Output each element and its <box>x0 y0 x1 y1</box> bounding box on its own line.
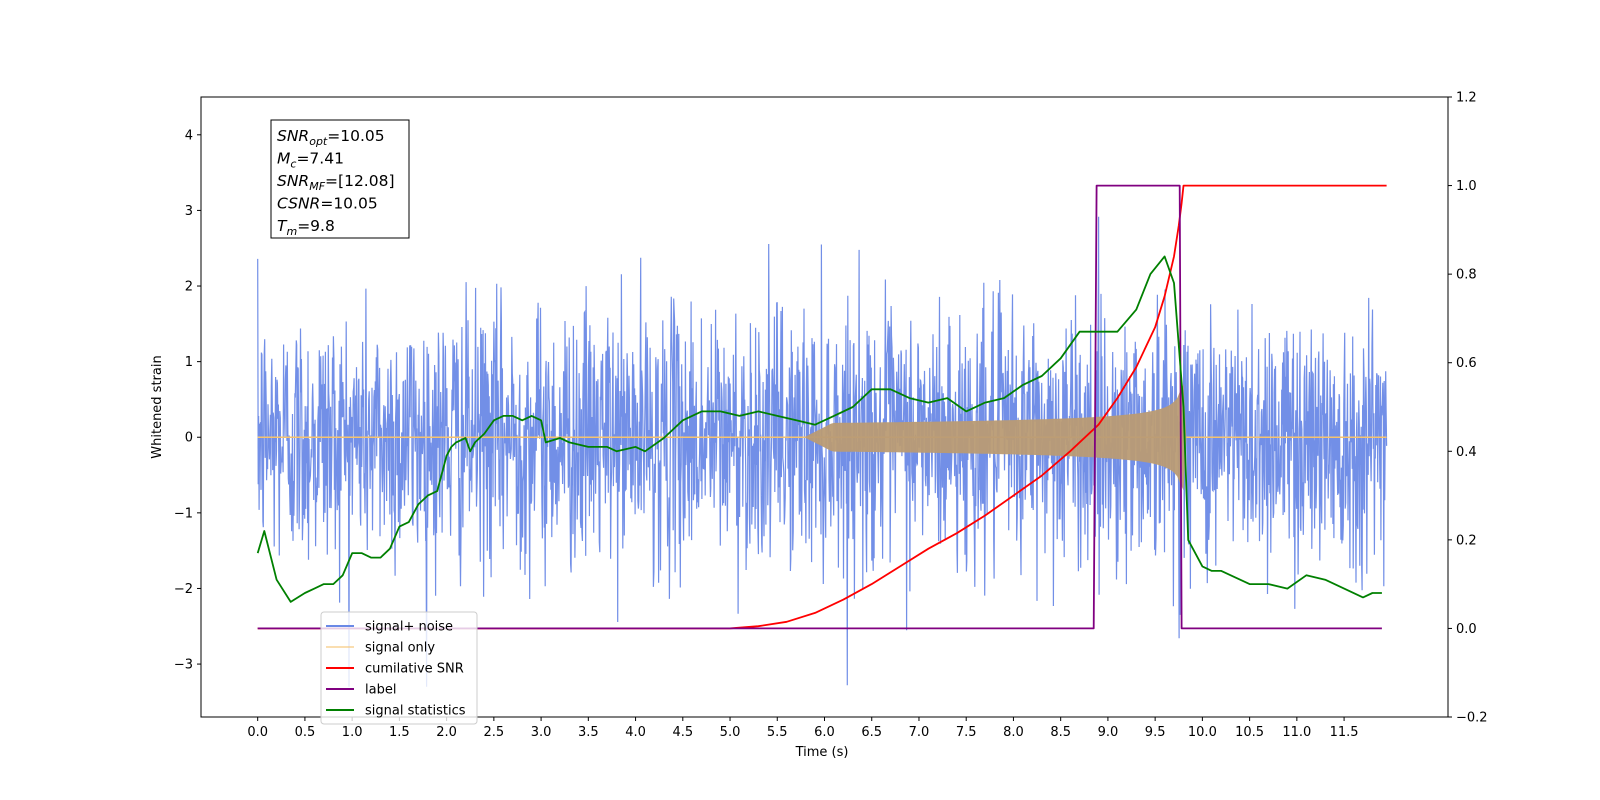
x-tick-label: 2.5 <box>484 725 505 740</box>
legend: signal+ noise signal only cumilative SNR la… <box>320 611 478 725</box>
x-tick-label: 2.0 <box>436 725 457 740</box>
x-tick-label: 8.5 <box>1050 725 1071 740</box>
stats-value: =[12.08] <box>325 172 394 190</box>
x-tick-label: 9.5 <box>1145 725 1166 740</box>
legend-frame <box>320 611 478 725</box>
stats-value: =10.05 <box>320 195 377 213</box>
y-right-tick-label: 1.2 <box>1456 91 1477 106</box>
x-tick-label: 6.0 <box>814 725 835 740</box>
legend-label: signal statistics <box>365 704 466 719</box>
stats-subscript: opt <box>309 135 328 148</box>
x-tick-label: 1.0 <box>342 725 363 740</box>
y-left-tick-label: 1 <box>185 355 193 370</box>
label-line <box>257 184 1382 630</box>
stats-line: Mc=7.41 <box>277 150 344 171</box>
signal-only-envelope <box>805 384 1187 491</box>
x-tick-label: 9.0 <box>1098 725 1119 740</box>
x-tick-label: 10.5 <box>1235 725 1264 740</box>
x-tick-label: 11.0 <box>1282 725 1311 740</box>
x-tick-label: 6.5 <box>861 725 882 740</box>
y-left-tick-label: 4 <box>185 128 193 143</box>
stats-line: SNRMF=[12.08] <box>277 172 395 193</box>
y-left-tick-label: −1 <box>174 506 193 521</box>
x-axis: 0.0 0.5 1.0 1.5 2.0 2.5 3.0 3.5 4.0 4.5 5.0 5.5 6.0 6… <box>247 717 1359 740</box>
legend-label: signal+ noise <box>365 620 453 635</box>
y-right-tick-label: 0.2 <box>1456 533 1477 548</box>
y-left-tick-label: 3 <box>185 204 193 219</box>
stats-symbol: T <box>277 217 288 235</box>
y-right-tick-label: 0.0 <box>1456 622 1477 637</box>
x-tick-label: 1.5 <box>389 725 410 740</box>
stats-subscript: c <box>290 158 296 171</box>
y-right-tick-label: 0.6 <box>1456 356 1477 371</box>
y-axis-label-left: Whitened strain <box>150 355 165 458</box>
stats-symbol: M <box>277 150 290 168</box>
stats-symbol: SNR <box>277 172 309 190</box>
y-left-tick-label: −2 <box>174 582 193 597</box>
x-tick-label: 7.0 <box>909 725 930 740</box>
right-y-axis: −0.2 0.0 0.2 0.4 0.6 0.8 1.0 1.2 <box>1448 91 1488 726</box>
stats-line: Tm=9.8 <box>277 217 335 238</box>
signal-noise-line <box>257 216 1388 687</box>
signal-only-series <box>257 384 1387 491</box>
x-tick-label: 10.0 <box>1188 725 1217 740</box>
stats-box-frame <box>270 119 410 239</box>
stats-symbol: SNR <box>277 127 309 145</box>
y-right-tick-label: 0.8 <box>1456 268 1477 283</box>
stats-symbol: CSNR <box>277 195 320 213</box>
stats-line: SNRopt=10.05 <box>277 127 385 148</box>
x-tick-label: 0.0 <box>247 725 268 740</box>
x-tick-label: 4.0 <box>625 725 646 740</box>
stats-value: =7.41 <box>296 150 344 168</box>
left-y-axis: −3 −2 −1 0 1 2 3 4 <box>174 128 201 673</box>
cumulative-snr-line <box>257 184 1387 630</box>
x-tick-label: 4.5 <box>672 725 693 740</box>
stats-subscript: MF <box>309 180 325 193</box>
x-tick-label: 3.0 <box>531 725 552 740</box>
legend-label: cumilative SNR <box>365 662 464 677</box>
signal-statistics-line <box>256 255 1382 603</box>
x-tick-label: 5.5 <box>767 725 788 740</box>
x-tick-label: 8.0 <box>1003 725 1024 740</box>
stats-subscript: m <box>286 225 297 238</box>
x-axis-label: Time (s) <box>795 745 849 760</box>
stats-value: =9.8 <box>297 217 335 235</box>
x-tick-label: 0.5 <box>295 725 316 740</box>
stats-annotation-box: SNRopt=10.05Mc=7.41SNRMF=[12.08]CSNR=10.… <box>270 119 410 239</box>
y-left-tick-label: −3 <box>174 658 193 673</box>
y-right-tick-label: −0.2 <box>1456 711 1488 726</box>
signal-noise-series <box>257 216 1388 687</box>
x-tick-label: 11.5 <box>1330 725 1359 740</box>
legend-label: label <box>365 683 396 698</box>
y-left-tick-label: 2 <box>185 280 193 295</box>
y-left-tick-label: 0 <box>185 431 193 446</box>
y-right-tick-label: 1.0 <box>1456 179 1477 194</box>
y-right-tick-label: 0.4 <box>1456 445 1477 460</box>
stats-value: =10.05 <box>327 127 384 145</box>
x-tick-label: 3.5 <box>578 725 599 740</box>
stats-line: CSNR=10.05 <box>277 195 378 213</box>
right-axis-series <box>256 184 1387 630</box>
legend-label: signal only <box>365 641 435 656</box>
x-tick-label: 5.0 <box>720 725 741 740</box>
x-tick-label: 7.5 <box>956 725 977 740</box>
